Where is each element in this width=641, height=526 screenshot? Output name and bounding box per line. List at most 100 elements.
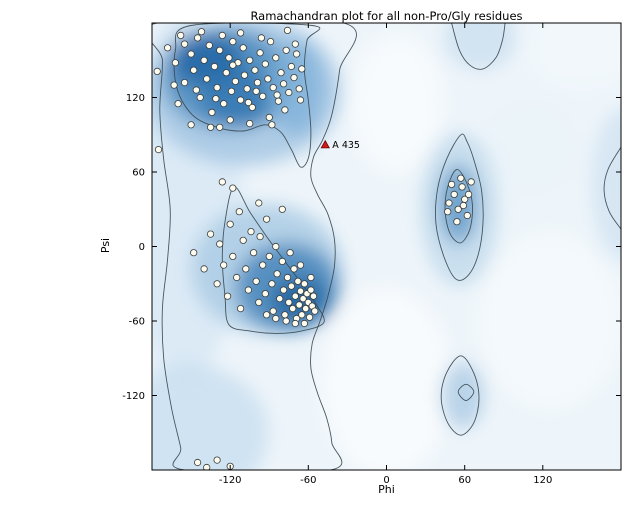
data-point: [291, 319, 299, 328]
data-point: [174, 100, 182, 108]
density-blob-topright-light: [523, 23, 621, 92]
data-point: [276, 295, 284, 303]
data-point: [279, 80, 288, 88]
data-point: [255, 298, 263, 306]
data-point: [282, 317, 290, 325]
data-point: [207, 123, 215, 131]
data-point: [212, 95, 220, 103]
density-blob-right-light: [477, 234, 621, 408]
data-point: [250, 249, 258, 257]
data-point: [220, 100, 228, 108]
data-point: [274, 97, 282, 105]
data-point: [222, 69, 230, 77]
data-point: [298, 311, 306, 319]
data-point: [256, 49, 264, 57]
data-point: [296, 96, 305, 104]
data-point: [309, 292, 318, 300]
data-point: [283, 273, 292, 282]
data-point: [216, 123, 224, 131]
data-point: [278, 205, 286, 213]
points-layer: [153, 26, 475, 470]
axis-ticks: -120 -60 0 60 120 -120 -60 0 60 120: [122, 23, 621, 486]
data-point: [213, 84, 221, 92]
outlier-label: A 435: [332, 140, 360, 151]
data-point: [208, 108, 216, 117]
y-tick-label: 0: [139, 242, 145, 253]
data-point: [237, 304, 245, 313]
data-point: [192, 86, 200, 94]
data-point: [243, 85, 251, 93]
data-point: [264, 75, 272, 83]
density-layer: [152, 23, 621, 470]
data-point: [281, 106, 289, 114]
data-point: [181, 79, 189, 87]
data-point: [255, 199, 263, 207]
data-point: [259, 261, 267, 269]
data-point: [244, 98, 252, 107]
data-point: [298, 65, 306, 73]
data-point: [190, 249, 198, 257]
data-point: [205, 41, 213, 50]
density-blob-bottomleft-wash: [152, 364, 270, 470]
data-point: [450, 190, 458, 198]
data-point: [292, 50, 301, 58]
data-point: [305, 313, 314, 321]
data-point: [197, 28, 206, 36]
data-point: [269, 84, 277, 92]
data-point: [285, 88, 293, 97]
x-tick-label: 60: [458, 475, 471, 486]
data-point: [268, 121, 276, 129]
data-point: [187, 121, 195, 129]
data-point: [289, 304, 297, 313]
data-point: [203, 463, 211, 470]
data-point: [207, 230, 215, 238]
data-point: [248, 103, 256, 112]
data-point: [216, 46, 224, 54]
data-point: [246, 120, 254, 128]
data-point: [272, 54, 280, 62]
contour-line-lower-right-blob: [440, 355, 480, 436]
data-point: [307, 273, 315, 282]
data-point: [294, 277, 302, 285]
data-point: [300, 280, 308, 288]
data-point: [257, 34, 265, 42]
data-point: [239, 44, 247, 52]
density-blob-rightedge-wash: [591, 107, 621, 261]
data-point: [262, 215, 271, 223]
data-point: [281, 311, 289, 319]
data-point: [154, 146, 163, 154]
data-point: [261, 290, 269, 298]
x-tick-label: 120: [533, 475, 552, 486]
data-point: [266, 37, 275, 46]
data-point: [218, 31, 226, 40]
data-point: [262, 311, 271, 319]
data-point: [445, 199, 453, 207]
data-point: [231, 77, 239, 86]
data-point: [467, 178, 475, 186]
x-tick-label: -60: [300, 475, 316, 486]
data-point: [224, 292, 232, 300]
data-point: [279, 286, 288, 294]
data-point: [246, 56, 254, 64]
density-blob-right-wash: [477, 97, 582, 197]
data-point: [200, 265, 208, 273]
x-axis-label: Phi: [378, 483, 395, 496]
data-point: [237, 29, 245, 37]
contour-layer: [152, 23, 621, 470]
data-point: [463, 211, 471, 220]
data-point: [291, 40, 299, 48]
y-tick-label: 60: [132, 168, 145, 179]
x-tick-label: -120: [219, 475, 242, 486]
data-point: [295, 301, 303, 309]
data-point: [213, 280, 221, 288]
data-point: [153, 67, 161, 76]
data-point: [283, 26, 292, 34]
data-point: [225, 54, 233, 62]
data-point: [291, 292, 299, 300]
contour-line-left-handed-outer: [435, 133, 484, 281]
data-point: [268, 280, 276, 288]
contour-line-lower-right-blob-inner: [457, 383, 475, 401]
data-point: [194, 34, 202, 42]
